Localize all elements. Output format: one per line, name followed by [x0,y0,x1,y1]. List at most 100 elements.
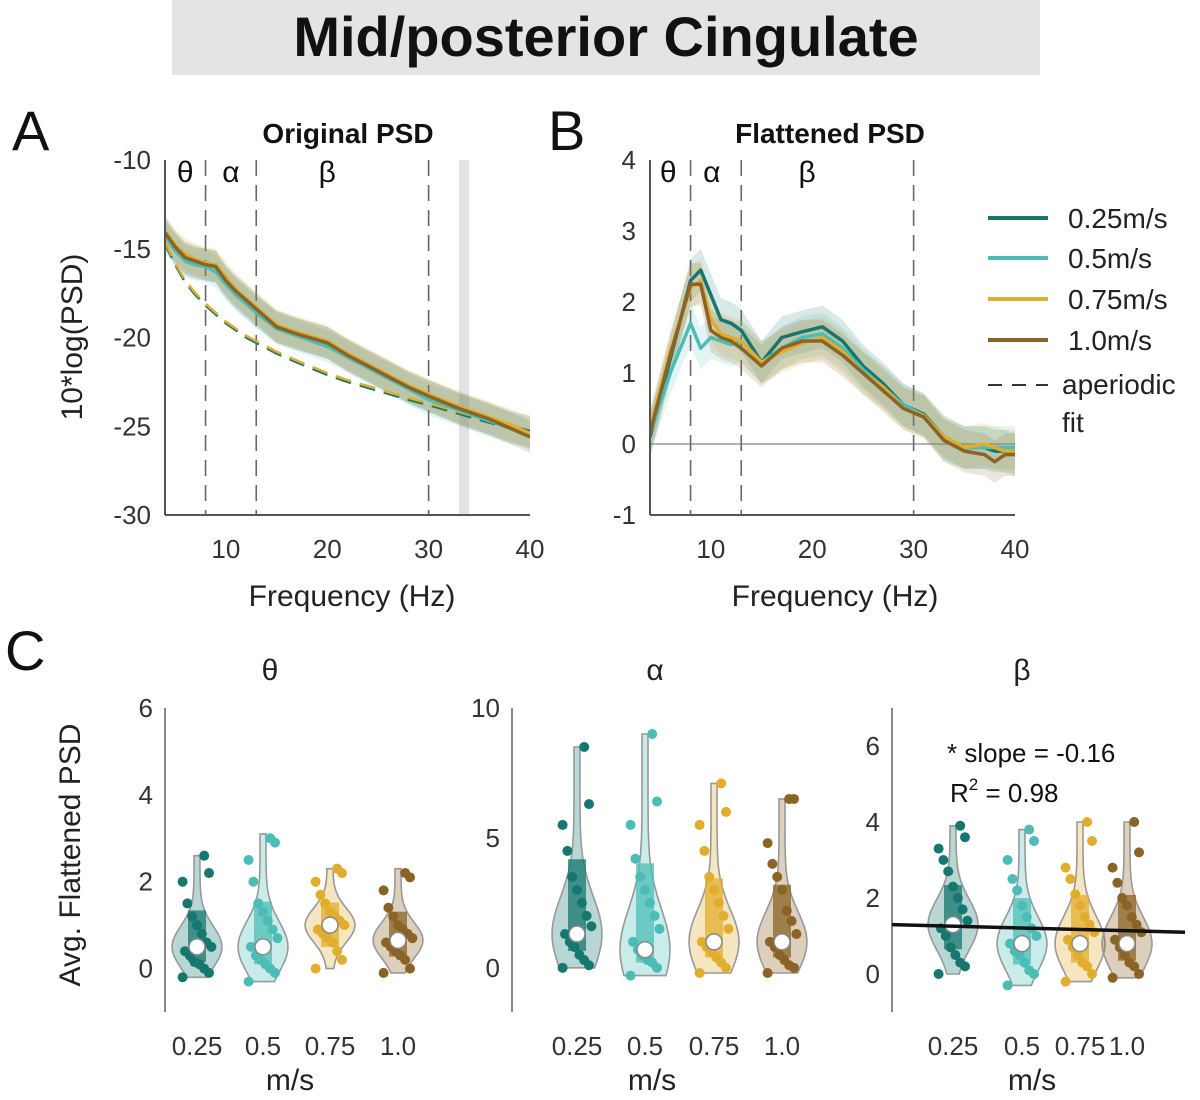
data-point [1082,817,1093,827]
median-marker [321,916,339,934]
data-point [310,963,321,974]
x-tick-label: 0.25 [172,1031,223,1061]
y-tick-labels: 4 3 2 1 0 -1 [613,145,636,530]
violin-x-axis-label: m/s [628,1064,676,1097]
data-point [310,876,321,887]
data-point [933,969,944,979]
x-tick-label: 30 [899,534,928,564]
data-point [315,889,326,900]
sem-shading [165,215,530,453]
data-point [581,910,592,921]
data-point [1024,824,1035,835]
data-point [405,963,415,974]
data-point [337,954,347,965]
data-point [957,904,968,915]
median-marker [705,933,723,951]
violins [551,728,808,981]
panel-c-violins: θ 0 2 4 6 0.25 0.5 0.75 1.0 m/s Avg. Fla… [54,654,1186,1097]
data-point [1060,976,1071,987]
data-point [378,967,389,978]
data-point [332,863,343,874]
data-point [262,915,273,926]
data-point [1084,919,1095,930]
data-point [187,911,198,922]
data-point [177,972,188,983]
data-point [325,907,335,918]
data-point [381,937,391,948]
panel-a-x-axis-label: Frequency (Hz) [249,580,456,613]
data-point [192,920,202,931]
aperiodic-fit-line [165,242,530,435]
data-point [694,968,705,979]
data-point [1063,934,1073,945]
data-point [1017,900,1027,911]
y-tick-label: 10 [471,693,500,723]
title-bar [172,0,1040,75]
data-point [644,897,655,908]
data-point [1065,874,1076,884]
data-point [253,898,264,909]
data-point [628,936,638,947]
x-tick-label: 1.0 [380,1031,416,1061]
data-point [557,819,568,830]
psd-line-10ms [165,231,530,439]
aperiodic-fits [165,241,530,435]
data-point [378,885,389,896]
r2-superscript: 2 [969,775,978,794]
aperiodic-fit-line [165,241,530,433]
sem-band-075ms [165,215,530,450]
y-tick-label: 0 [866,959,880,989]
data-point [1007,874,1018,884]
band-lines [689,160,915,515]
data-point [709,884,719,895]
data-point [1031,931,1042,941]
data-point [1012,885,1023,896]
median-marker [773,933,791,951]
data-point [1110,934,1120,945]
data-point [579,741,590,752]
legend-label-075: 0.75m/s [1068,284,1168,315]
data-point [625,970,636,981]
data-point [940,931,951,941]
legend-label-10: 1.0m/s [1068,325,1152,356]
data-point [1122,900,1132,911]
data-point [1029,836,1039,846]
sem-band-025ms [165,218,530,448]
data-point [1019,957,1030,968]
y-tick-labels: 0 2 4 6 [866,731,880,989]
r2-value: = 0.98 [978,778,1058,808]
data-point [791,929,802,940]
data-point [584,799,594,810]
data-point [699,845,710,856]
panel-a-original-psd: Original PSD θ α β 10 20 30 40 -10 -15 -… [56,118,544,613]
panel-letter-b: B [548,99,585,162]
violins [927,817,1153,991]
panel-a-y-axis-label: 10*log(PSD) [56,254,89,421]
data-point [576,897,587,908]
data-point [1129,817,1140,827]
data-point [393,920,403,931]
x-tick-label: 0.5 [627,1031,663,1061]
median-marker [254,938,272,956]
violin-x-axis-label: m/s [266,1064,314,1097]
data-point [652,796,662,807]
legend-label-05: 0.5m/s [1068,243,1152,274]
sem-band-10ms [650,262,1015,484]
psd-line-10ms [650,282,1015,464]
data-point [938,855,949,865]
x-tick-label: 10 [696,534,725,564]
median-marker [1118,934,1136,953]
y-tick-label: 6 [139,693,153,723]
x-tick-label: 40 [1001,534,1030,564]
data-point [777,884,787,895]
x-tick-labels: 0.25 0.5 0.75 1.0 [552,1031,800,1061]
y-tick-label: 4 [622,145,636,175]
data-point [694,819,705,830]
data-point [177,876,188,887]
median-marker [188,938,206,956]
data-point [630,853,641,864]
slope-annotation: * slope = -0.16 [947,738,1115,768]
data-point [713,897,724,908]
sem-band-10ms [165,216,530,453]
